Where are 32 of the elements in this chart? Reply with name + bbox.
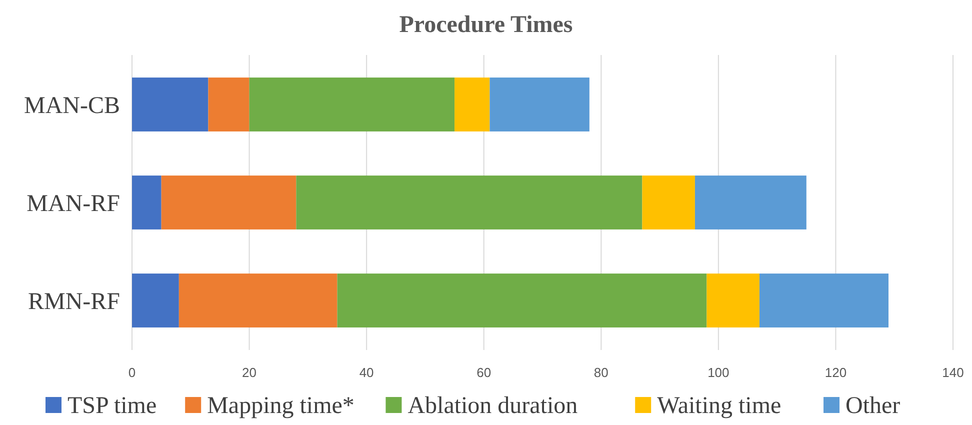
x-tick-label: 40 [359,365,374,380]
y-tick-label: MAN-CB [24,92,120,119]
bar [296,176,642,230]
x-tick-label: 140 [942,365,964,380]
chart-title: Procedure Times [399,12,573,38]
legend-label: Other [846,393,900,419]
bar [337,274,707,328]
legend-label: Mapping time* [207,393,354,419]
x-tick-label: 60 [476,365,492,380]
bar [490,78,590,132]
bar [132,78,208,132]
x-tick-label: 120 [824,365,847,380]
bar [454,78,490,132]
bar [694,176,806,230]
bar [132,176,162,230]
x-tick-label: 100 [708,365,730,380]
bar [759,274,888,328]
bar [161,176,296,230]
x-tick-label: 20 [242,365,257,380]
bar [706,274,760,328]
bar [132,274,179,328]
x-tick-label: 0 [128,365,136,380]
bar [178,274,338,328]
x-tick-label: 80 [594,365,608,380]
bar [208,78,250,132]
legend-label: Ablation duration [408,393,578,419]
y-tick-label: MAN-RF [26,190,120,217]
legend-label: TSP time [68,393,157,419]
bar [642,176,695,230]
legend-label: Waiting time [657,393,782,419]
bar [249,78,455,132]
y-tick-label: RMN-RF [28,288,120,315]
